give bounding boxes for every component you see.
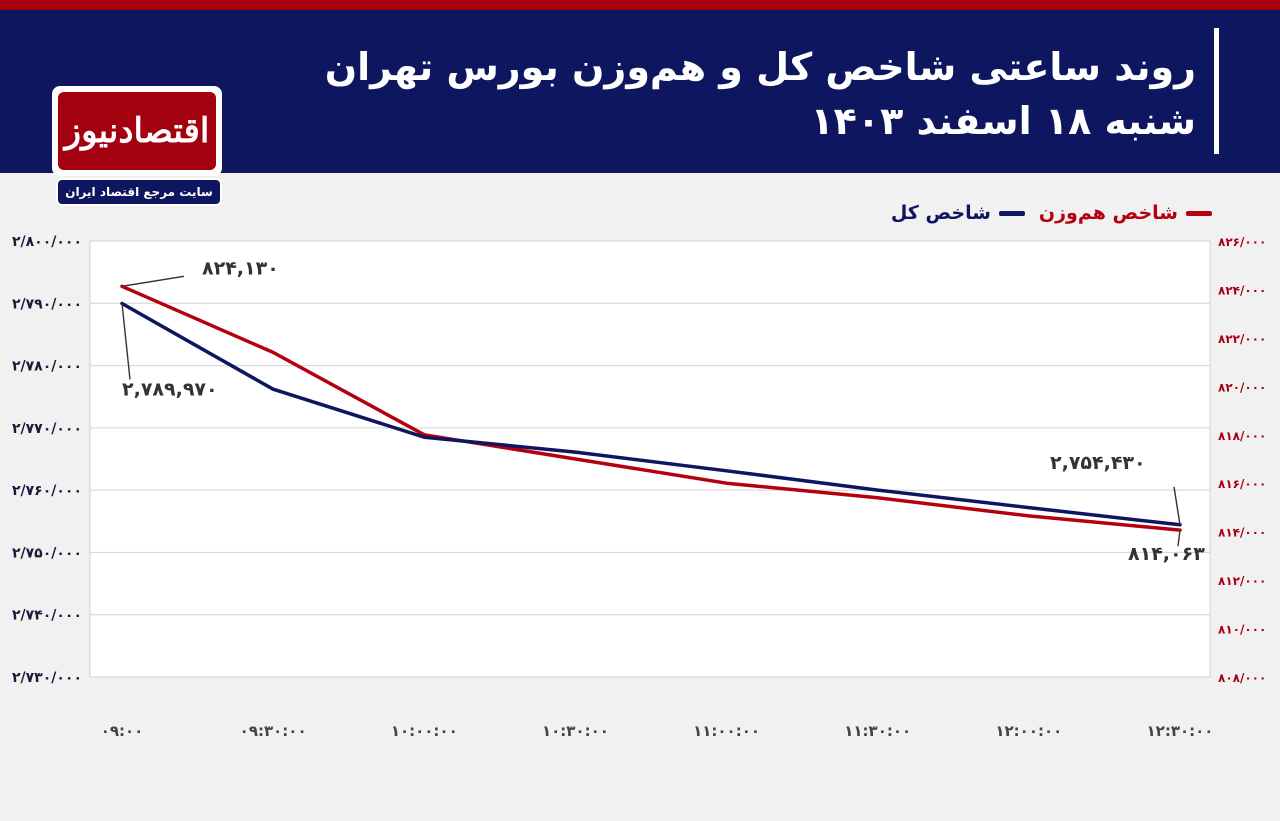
data-label: ۲,۷۵۴,۴۳۰ xyxy=(1050,452,1146,474)
right-tick-label: ۸۲۶/۰۰۰ xyxy=(1218,235,1266,249)
left-tick-label: ۲/۷۴۰/۰۰۰ xyxy=(12,608,82,624)
right-tick-label: ۸۱۸/۰۰۰ xyxy=(1218,429,1266,443)
series-line-equal xyxy=(120,284,1182,532)
x-tick-label: ۱۲:۳۰:۰۰ xyxy=(1147,722,1214,740)
legend-swatch-total xyxy=(998,210,1025,216)
data-label: ۸۱۴,۰۶۳ xyxy=(1128,543,1205,565)
left-tick-label: ۲/۷۵۰/۰۰۰ xyxy=(12,545,82,561)
legend-label-equal: شاخص هم‌وزن xyxy=(1038,202,1178,224)
right-tick-label: ۸۲۰/۰۰۰ xyxy=(1218,380,1266,394)
x-tick-label: ۱۰:۳۰:۰۰ xyxy=(542,722,609,740)
series-line-total xyxy=(120,301,1182,527)
right-tick-label: ۸۰۸/۰۰۰ xyxy=(1218,671,1266,685)
page-title: روند ساعتی شاخص کل و هم‌وزن بورس تهران xyxy=(324,45,1196,89)
right-tick-label: ۸۱۶/۰۰۰ xyxy=(1218,477,1266,491)
page-subtitle: شنبه ۱۸ اسفند ۱۴۰۳ xyxy=(810,99,1196,143)
right-tick-label: ۸۱۰/۰۰۰ xyxy=(1218,623,1266,637)
annotation-leader xyxy=(121,303,131,380)
right-tick-label: ۸۲۴/۰۰۰ xyxy=(1218,283,1266,297)
x-tick-label: ۰۹:۳۰:۰۰ xyxy=(240,722,307,740)
x-tick-label: ۰۹:۰۰ xyxy=(101,722,144,740)
data-label: ۸۲۴,۱۳۰ xyxy=(202,257,279,279)
logo-text: اقتصادنیوز xyxy=(64,111,210,151)
logo-badge: اقتصادنیوز xyxy=(58,92,216,170)
left-tick-label: ۲/۸۰۰/۰۰۰ xyxy=(12,234,82,250)
x-tick-label: ۱۰:۰۰:۰۰ xyxy=(391,722,458,740)
title-divider xyxy=(1214,28,1219,154)
data-label: ۲,۷۸۹,۹۷۰ xyxy=(122,378,218,400)
legend-swatch-equal xyxy=(1186,210,1212,216)
x-tick-label: ۱۱:۳۰:۰۰ xyxy=(844,722,911,740)
legend-item-equal: شاخص هم‌وزن xyxy=(1039,202,1212,224)
left-tick-label: ۲/۷۷۰/۰۰۰ xyxy=(12,421,82,437)
left-tick-label: ۲/۷۶۰/۰۰۰ xyxy=(12,483,82,499)
right-tick-label: ۸۲۲/۰۰۰ xyxy=(1218,332,1266,346)
right-tick-label: ۸۱۴/۰۰۰ xyxy=(1218,526,1266,540)
left-tick-label: ۲/۷۳۰/۰۰۰ xyxy=(12,670,82,686)
x-tick-label: ۱۱:۰۰:۰۰ xyxy=(693,722,760,740)
annotation-leader xyxy=(1177,530,1181,547)
plot-area xyxy=(89,240,1211,678)
legend-item-total: شاخص کل xyxy=(891,202,1025,224)
annotation-leader xyxy=(121,275,185,287)
right-tick-label: ۸۱۲/۰۰۰ xyxy=(1218,574,1266,588)
chart-legend: شاخص هم‌وزن شاخص کل xyxy=(891,202,1212,224)
logo: اقتصادنیوز xyxy=(52,86,222,176)
left-tick-label: ۲/۷۹۰/۰۰۰ xyxy=(12,296,82,312)
logo-tagline: سایت مرجع اقتصاد ایران xyxy=(56,178,222,206)
x-tick-label: ۱۲:۰۰:۰۰ xyxy=(995,722,1062,740)
legend-label-total: شاخص کل xyxy=(890,202,991,224)
left-tick-label: ۲/۷۸۰/۰۰۰ xyxy=(12,359,82,375)
annotation-leader xyxy=(1173,486,1181,525)
top-accent-strip xyxy=(0,0,1280,10)
